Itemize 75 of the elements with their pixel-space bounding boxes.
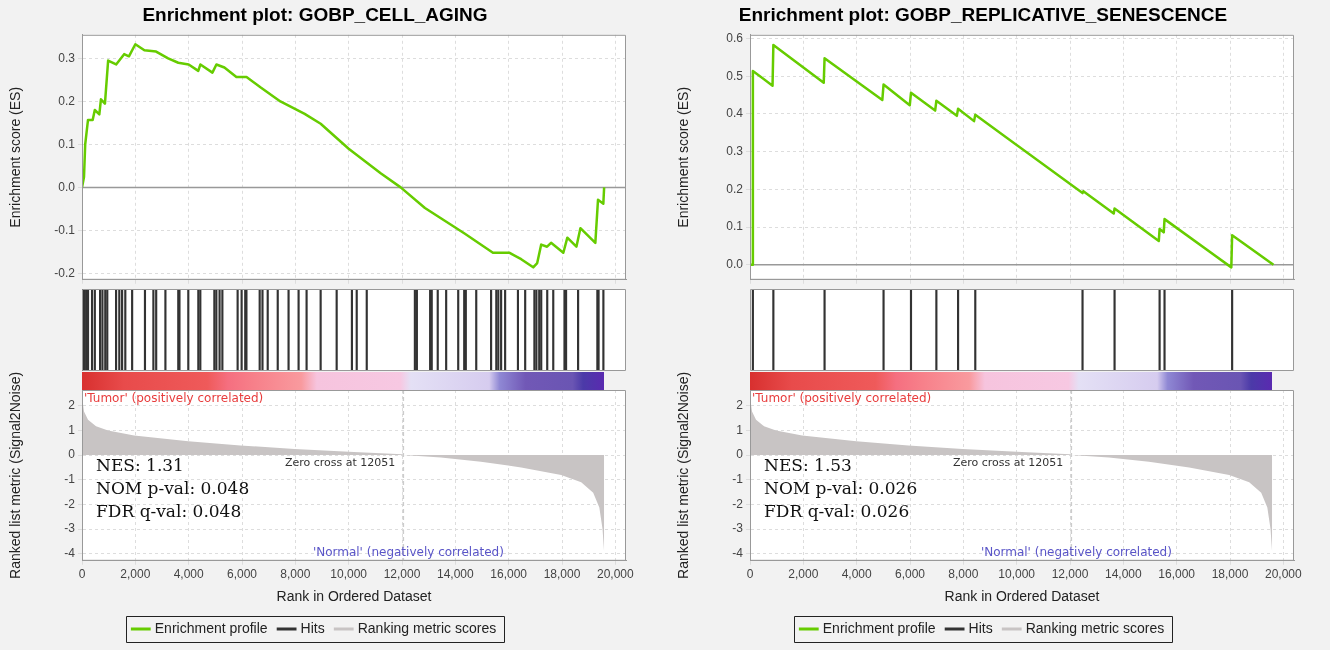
annotation: NOM p-val: 0.048: [96, 478, 250, 499]
annotation: NOM p-val: 0.026: [764, 478, 918, 499]
x-tick-label: 14,000: [1104, 567, 1143, 582]
text: Enrichment profile: [154, 619, 268, 636]
x-tick-label: 20,000: [596, 567, 635, 582]
y-tick-label: 0.2: [726, 181, 744, 196]
x-tick-label: 0: [746, 567, 754, 582]
y-tick-label: 0.2: [58, 93, 76, 108]
x-tick-label: 12,000: [383, 567, 421, 582]
y-axis-title: Ranked list metric (Signal2Noise): [7, 371, 24, 579]
y-tick-label: 0.0: [726, 257, 744, 272]
y-tick-label: 0.6: [726, 30, 744, 45]
y-tick-label: -3: [64, 521, 76, 536]
x-tick-label: 8,000: [280, 567, 311, 582]
y-tick-label: -0.2: [54, 265, 76, 280]
y-tick-label: 0.1: [58, 136, 76, 151]
y-tick-label: -1: [64, 472, 76, 487]
ref-line-label: Zero cross at 12051: [284, 456, 396, 470]
legend-label: Ranking metric scores: [357, 619, 497, 636]
y-tick-label: 0.4: [726, 106, 744, 121]
y-tick-label: 0.0: [58, 179, 76, 194]
x-tick-label: 20,000: [1264, 567, 1303, 582]
x-tick-label: 0: [78, 567, 86, 582]
y-tick-label: -3: [732, 521, 744, 536]
chart-title: Enrichment plot: GOBP_CELL_AGING: [142, 3, 488, 25]
y-tick-label: 1: [68, 422, 76, 437]
x-tick-label: 2,000: [788, 567, 819, 582]
chart-title: Enrichment plot: GOBP_REPLICATIVE_SENESCENCE: [738, 3, 1228, 25]
x-tick-label: 6,000: [894, 567, 926, 582]
annotation: 'Normal' (negatively correlated): [980, 544, 1172, 559]
y-tick-label: 0.1: [726, 219, 744, 234]
annotation: 'Tumor' (positively correlated): [752, 391, 932, 406]
y-tick-label: 2: [68, 398, 76, 413]
x-tick-label: 12,000: [1051, 567, 1089, 582]
ref-line-label: Zero cross at 12051: [952, 456, 1064, 470]
y-axis-title: Enrichment score (ES): [7, 86, 24, 228]
text: Enrichment profile: [822, 619, 936, 636]
x-tick-label: 2,000: [120, 567, 151, 582]
y-tick-label: -4: [732, 545, 744, 560]
x-tick-label: 14,000: [436, 567, 475, 582]
y-tick-label: 1: [736, 422, 744, 437]
text: Hits: [968, 619, 993, 636]
legend-label: Ranking metric scores: [1025, 619, 1165, 636]
x-tick-label: 10,000: [330, 567, 368, 582]
y-tick-label: -0.1: [54, 222, 76, 237]
y-tick-label: 0.3: [726, 143, 744, 158]
y-tick-label: 0.3: [58, 50, 76, 65]
y-tick-label: -4: [64, 545, 76, 560]
y-tick-label: -2: [732, 496, 744, 511]
x-tick-label: 4,000: [841, 567, 873, 582]
annotation: NES: 1.53: [764, 455, 852, 476]
annotation: NES: 1.31: [96, 455, 184, 476]
annotation: FDR q-val: 0.026: [764, 501, 910, 522]
y-axis-title: Ranked list metric (Signal2Noise): [675, 371, 692, 579]
x-tick-label: 18,000: [1211, 567, 1249, 582]
x-tick-label: 10,000: [998, 567, 1036, 582]
x-tick-label: 16,000: [490, 567, 528, 582]
x-tick-label: 4,000: [173, 567, 205, 582]
text: Hits: [300, 619, 325, 636]
y-tick-label: 0: [68, 447, 76, 462]
y-tick-label: -1: [732, 472, 744, 487]
y-tick-label: 0: [736, 447, 744, 462]
x-axis-title: Rank in Ordered Dataset: [944, 588, 1100, 605]
annotation: 'Normal' (negatively correlated): [312, 544, 504, 559]
x-tick-label: 8,000: [948, 567, 979, 582]
x-tick-label: 6,000: [226, 567, 258, 582]
x-tick-label: 16,000: [1158, 567, 1196, 582]
x-axis-title: Rank in Ordered Dataset: [276, 588, 432, 605]
annotation: 'Tumor' (positively correlated): [84, 391, 264, 406]
y-axis-title: Enrichment score (ES): [675, 86, 692, 228]
annotation: FDR q-val: 0.048: [96, 501, 242, 522]
y-tick-label: -2: [64, 496, 76, 511]
y-tick-label: 0.5: [726, 68, 744, 83]
y-tick-label: 2: [736, 398, 744, 413]
x-tick-label: 18,000: [543, 567, 581, 582]
